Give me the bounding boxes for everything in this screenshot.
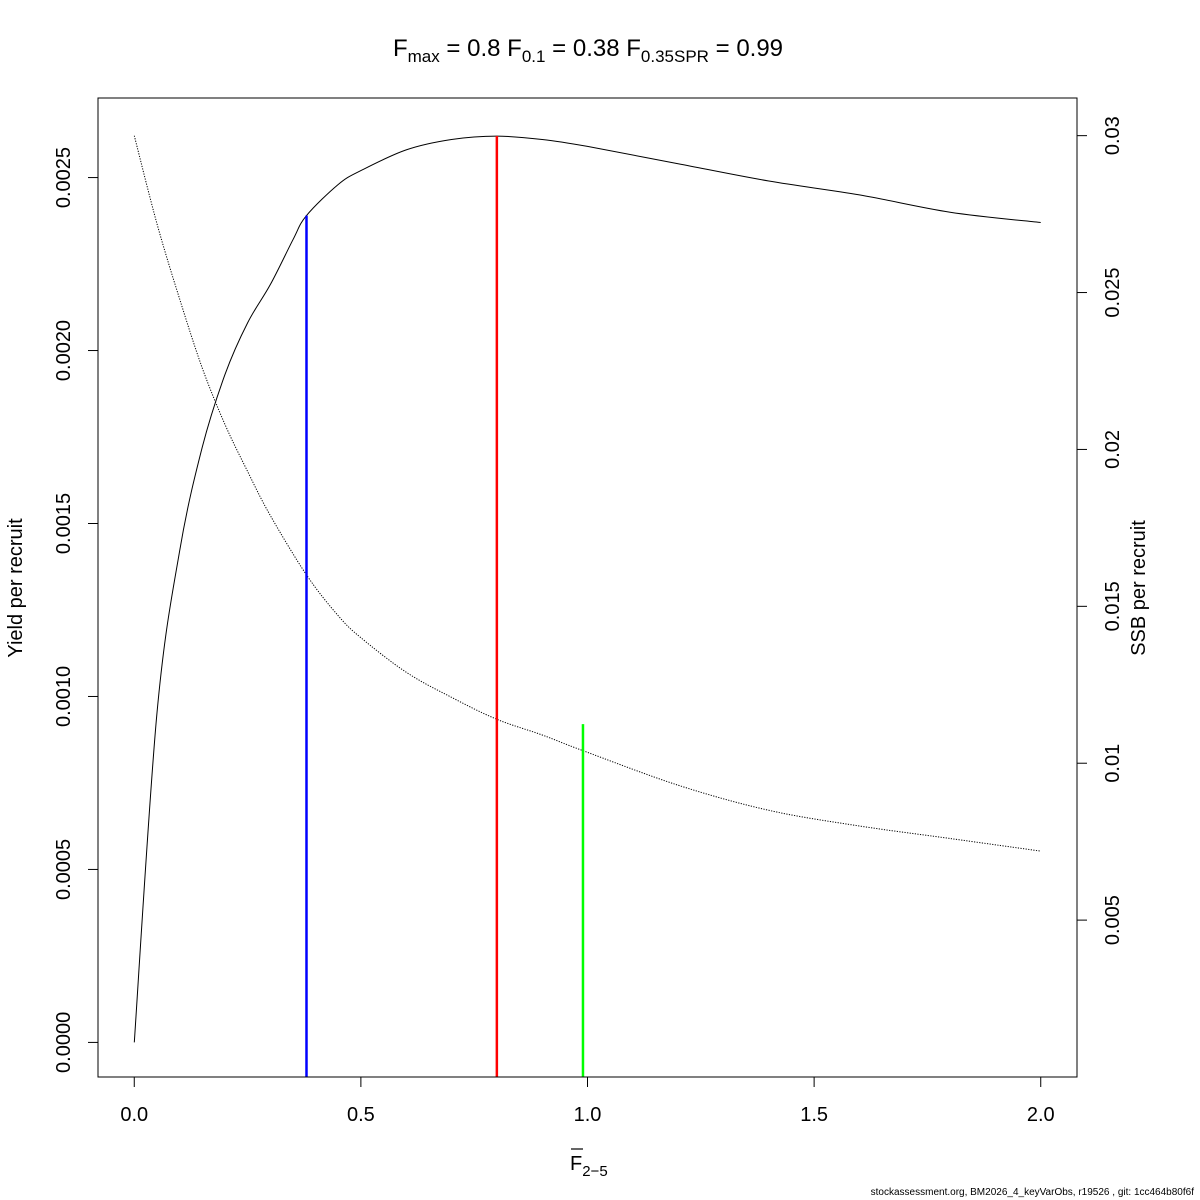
title-f01-base: F <box>507 35 522 62</box>
plot-layer <box>133 135 1041 1077</box>
title-fspr-eq: = <box>709 35 736 62</box>
title-fmax-value: 0.8 <box>467 35 500 62</box>
y-left-tick-label: 0.0020 <box>53 320 75 381</box>
x-axis-label: F2−5 <box>570 1148 608 1180</box>
x-axis-label-base: F <box>570 1153 582 1175</box>
x-tick-label: 0.0 <box>120 1104 148 1126</box>
x-axis-label-sub: 2−5 <box>582 1163 607 1180</box>
y-left-tick-label: 0.0005 <box>53 839 75 900</box>
x-tick-label: 1.5 <box>800 1104 828 1126</box>
y-axis-left-label: Yield per recruit <box>5 518 27 658</box>
title-f01-value: 0.38 <box>573 35 620 62</box>
y-left-tick-label: 0.0015 <box>53 493 75 554</box>
y-right-tick-label: 0.01 <box>1102 744 1124 783</box>
title-gap-1 <box>501 35 508 62</box>
x-tick-label: 1.0 <box>574 1104 602 1126</box>
y-right-tick-label: 0.02 <box>1102 430 1124 469</box>
yield-per-recruit-curve <box>133 135 1041 1043</box>
y-left-tick-label: 0.0000 <box>53 1012 75 1073</box>
footer-text: stockassessment.org, BM2026_4_keyVarObs,… <box>871 1187 1195 1198</box>
title-f01-eq: = <box>545 35 572 62</box>
y-left-tick-label: 0.0010 <box>53 666 75 727</box>
x-tick-label: 0.5 <box>347 1104 375 1126</box>
ssb-per-recruit-curve <box>133 135 1041 852</box>
y-right-tick-label: 0.025 <box>1102 268 1124 318</box>
axes-layer: 0.0 0.5 1.0 1.5 2.0 0.0000 0.0005 0.0010 0.0015 0… <box>53 116 1124 1126</box>
y-right-tick-label: 0.03 <box>1102 116 1124 155</box>
title-fspr-base: F <box>626 35 641 62</box>
title-fmax-base: F <box>393 35 408 62</box>
title-gap-2 <box>620 35 627 62</box>
y-right-tick-label: 0.005 <box>1102 895 1124 945</box>
title-fmax-eq: = <box>440 35 467 62</box>
plot-frame <box>97 97 1078 1078</box>
x-tick-label: 2.0 <box>1027 1104 1055 1126</box>
chart-title: Fmax = 0.8 F0.1 = 0.38 F0.35SPR = 0.99 <box>393 35 783 66</box>
y-left-tick-label: 0.0025 <box>53 147 75 208</box>
title-fspr-sub: 0.35SPR <box>641 47 709 66</box>
title-fmax-sub: max <box>408 47 441 66</box>
y-axis-right-label: SSB per recruit <box>1128 520 1150 656</box>
title-f01-sub: 0.1 <box>522 47 546 66</box>
title-fspr-value: 0.99 <box>736 35 783 62</box>
x-axis-label-text: F2−5 <box>570 1153 608 1180</box>
y-right-tick-label: 0.015 <box>1102 581 1124 631</box>
